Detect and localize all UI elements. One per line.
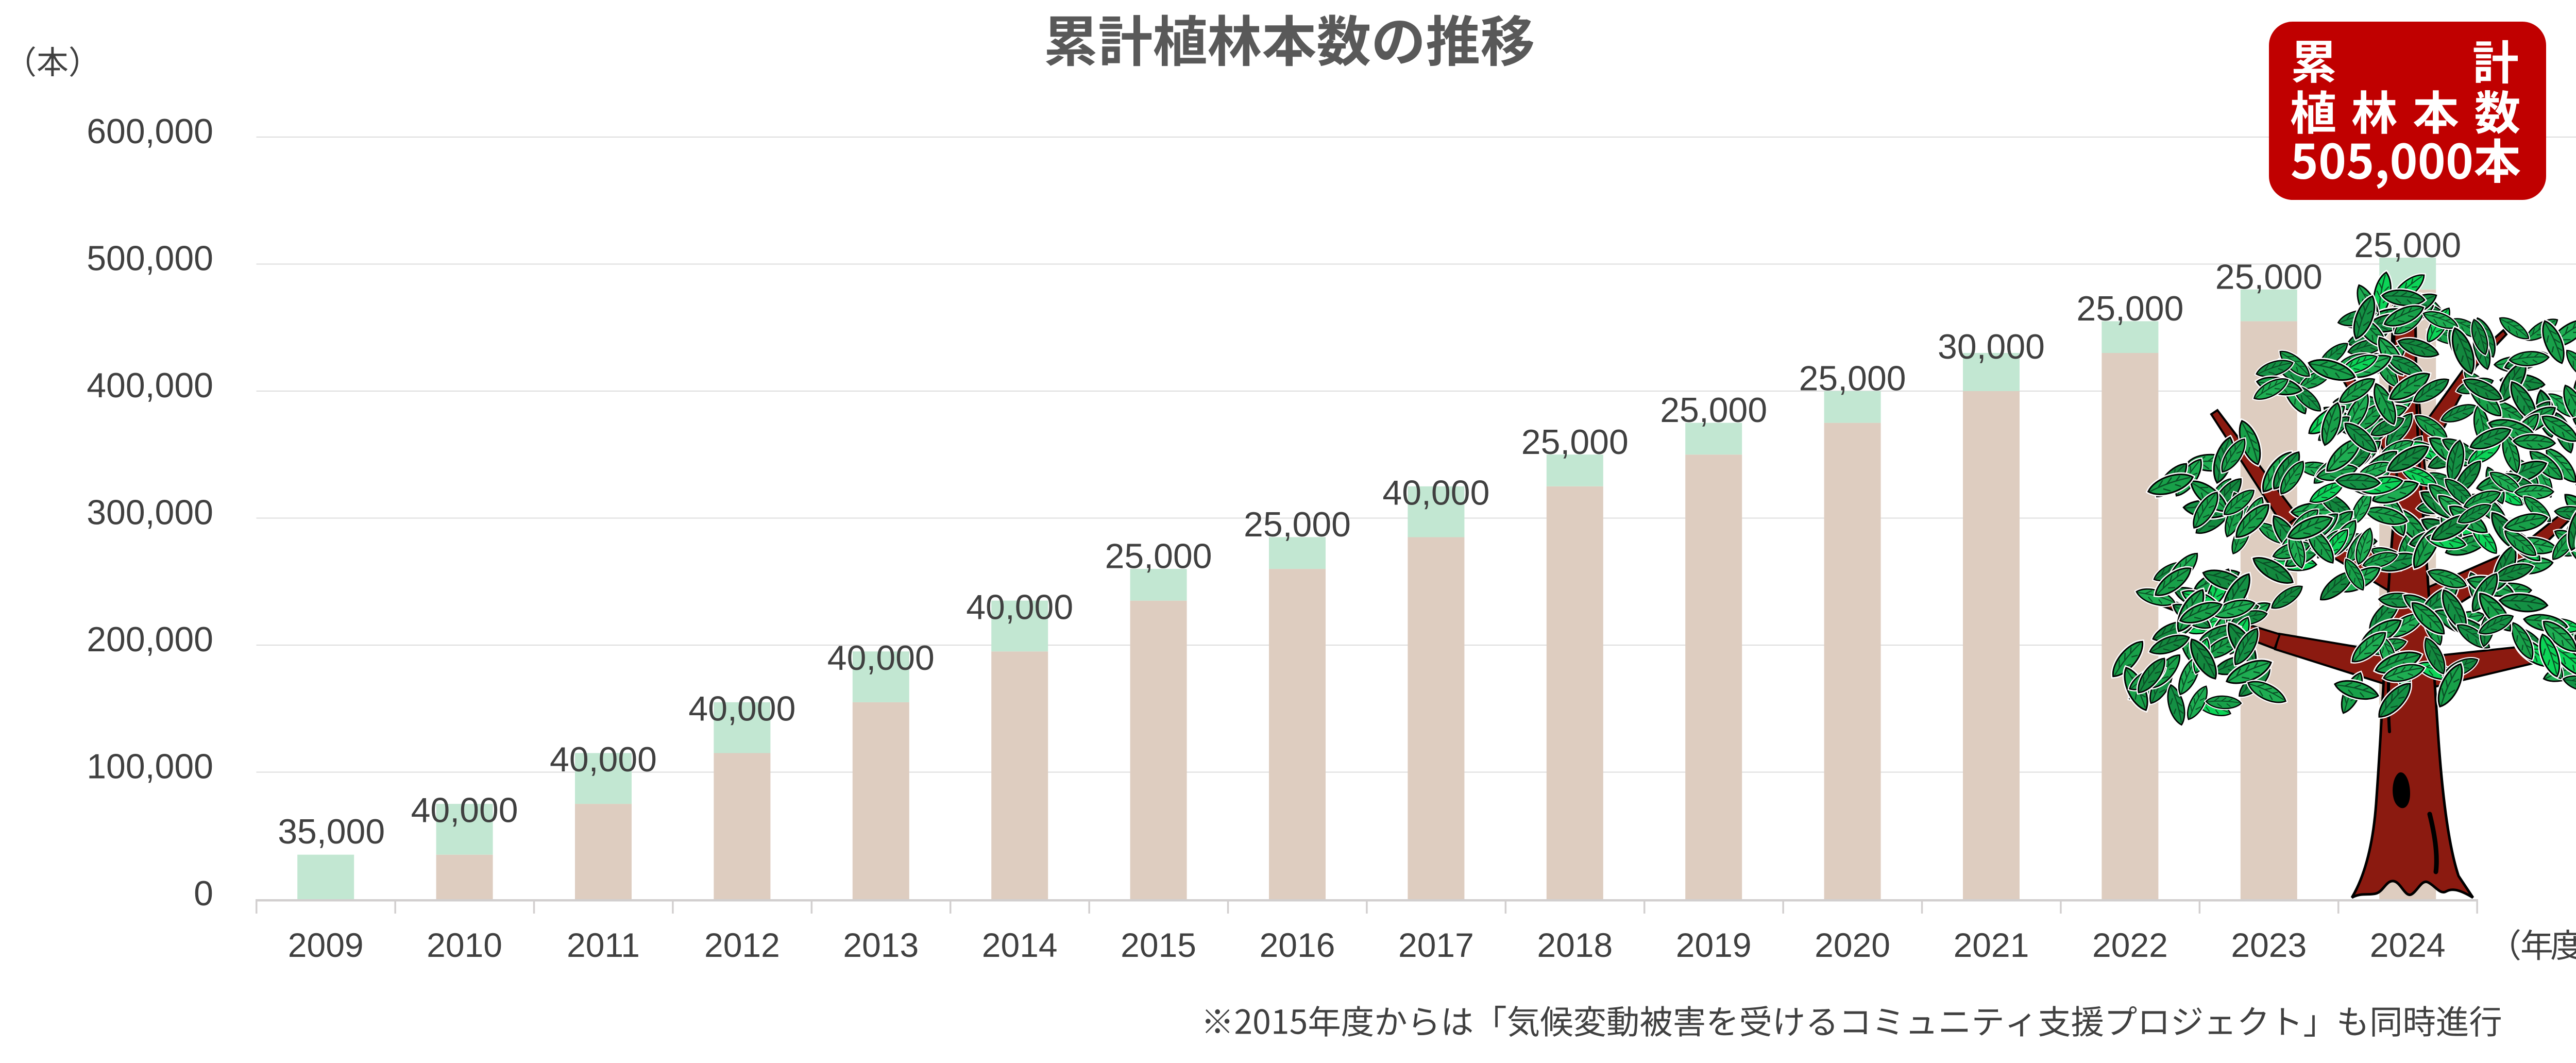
svg-text:2015: 2015 — [1121, 926, 1196, 964]
svg-text:2009: 2009 — [288, 926, 364, 964]
svg-text:25,000: 25,000 — [1521, 423, 1629, 462]
svg-text:2017: 2017 — [1398, 926, 1474, 964]
svg-text:40,000: 40,000 — [827, 638, 935, 678]
svg-text:2024: 2024 — [2370, 926, 2446, 964]
svg-text:2018: 2018 — [1537, 926, 1613, 964]
svg-text:35,000: 35,000 — [278, 812, 385, 851]
svg-text:400,000: 400,000 — [87, 366, 213, 405]
svg-text:25,000: 25,000 — [1244, 505, 1351, 544]
svg-text:25,000: 25,000 — [2215, 257, 2323, 296]
svg-text:2022: 2022 — [2092, 926, 2168, 964]
svg-text:2010: 2010 — [427, 926, 502, 964]
svg-text:25,000: 25,000 — [2354, 226, 2461, 265]
svg-text:0: 0 — [194, 874, 213, 913]
svg-text:2014: 2014 — [982, 926, 1058, 964]
svg-text:300,000: 300,000 — [87, 493, 213, 532]
svg-text:40,000: 40,000 — [550, 740, 657, 779]
svg-text:25,000: 25,000 — [1799, 359, 1906, 398]
svg-text:2016: 2016 — [1260, 926, 1335, 964]
svg-text:40,000: 40,000 — [966, 587, 1073, 627]
svg-text:2021: 2021 — [1954, 926, 2029, 964]
svg-text:500,000: 500,000 — [87, 239, 213, 278]
svg-text:2019: 2019 — [1676, 926, 1752, 964]
svg-text:2011: 2011 — [567, 926, 640, 964]
svg-text:40,000: 40,000 — [411, 791, 518, 830]
svg-text:100,000: 100,000 — [87, 747, 213, 786]
svg-text:25,000: 25,000 — [1105, 537, 1212, 576]
svg-text:40,000: 40,000 — [1382, 474, 1489, 513]
svg-text:25,000: 25,000 — [1660, 391, 1767, 430]
svg-text:2013: 2013 — [843, 926, 919, 964]
svg-text:2023: 2023 — [2231, 926, 2307, 964]
svg-text:25,000: 25,000 — [2076, 289, 2183, 328]
svg-text:2012: 2012 — [704, 926, 780, 964]
svg-text:40,000: 40,000 — [688, 689, 795, 729]
svg-text:600,000: 600,000 — [87, 112, 213, 151]
svg-text:30,000: 30,000 — [1938, 327, 2045, 366]
svg-text:2020: 2020 — [1815, 926, 1890, 964]
svg-text:200,000: 200,000 — [87, 620, 213, 659]
